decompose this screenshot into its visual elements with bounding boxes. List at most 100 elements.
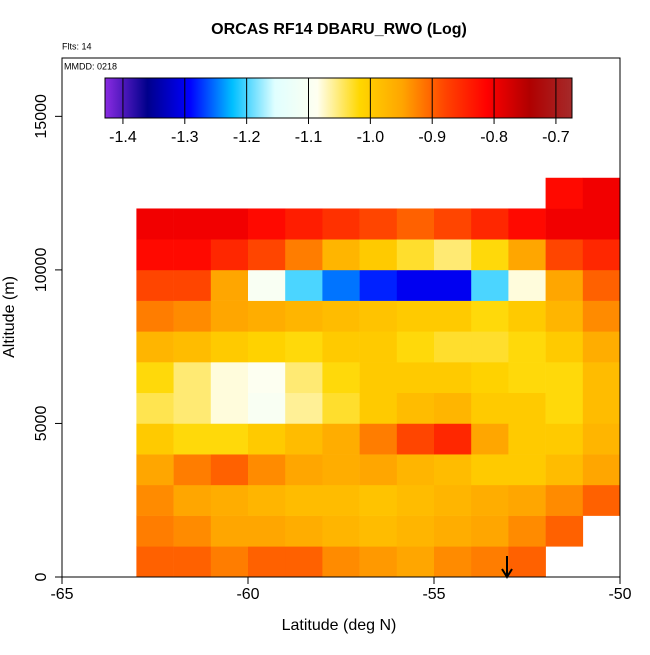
y-tick-label: 0 — [33, 572, 50, 581]
heat-cell — [396, 362, 435, 394]
heat-cell — [285, 392, 323, 424]
heat-cell — [322, 423, 360, 455]
heat-cell — [210, 269, 249, 301]
heat-cell — [582, 362, 621, 394]
heat-cell — [173, 208, 212, 240]
heat-cell — [210, 392, 249, 424]
heat-cell — [210, 300, 249, 332]
heat-cell — [248, 515, 286, 547]
colorbar-tick-label: -1.1 — [295, 129, 323, 146]
colorbar-tick-label: -0.9 — [418, 129, 446, 146]
heat-cell — [508, 362, 546, 394]
heat-cell — [434, 269, 472, 301]
heat-cell — [322, 546, 360, 578]
x-tick-label: -55 — [422, 586, 445, 603]
heat-cell — [173, 454, 212, 486]
heat-cell — [322, 208, 360, 240]
heat-cell — [285, 269, 323, 301]
heat-cell — [285, 515, 323, 547]
colorbar-tick-label: -1.2 — [233, 129, 261, 146]
heat-cell — [136, 515, 174, 547]
heat-cell — [471, 300, 509, 332]
heat-cell — [545, 300, 584, 332]
heat-cell — [545, 484, 584, 516]
heat-cell — [248, 454, 286, 486]
heat-cell — [582, 269, 621, 301]
heat-cell — [396, 392, 435, 424]
heat-cell — [396, 454, 435, 486]
heat-cell — [396, 515, 435, 547]
colorbar-tick-label: -1.3 — [171, 129, 199, 146]
colorbar — [104, 77, 573, 119]
heat-cell — [508, 454, 546, 486]
heat-cell — [359, 331, 398, 363]
heat-cell — [545, 331, 584, 363]
heat-cell — [359, 208, 398, 240]
heat-cell — [508, 300, 546, 332]
heat-cell — [136, 392, 174, 424]
heat-cell — [136, 454, 174, 486]
heat-cell — [508, 269, 546, 301]
annotation: MMDD: 0218 — [64, 61, 117, 71]
heat-cell — [285, 546, 323, 578]
heat-cell — [359, 423, 398, 455]
heat-cell — [434, 546, 472, 578]
y-tick-label: 15000 — [33, 94, 50, 139]
heat-cell — [322, 362, 360, 394]
heat-cell — [248, 208, 286, 240]
heat-cell — [471, 239, 509, 271]
heat-cell — [173, 269, 212, 301]
heat-cell — [545, 454, 584, 486]
heat-cell — [136, 423, 174, 455]
heat-cell — [173, 546, 212, 578]
heat-cell — [396, 546, 435, 578]
heat-cell — [285, 484, 323, 516]
x-tick-label: -65 — [50, 586, 73, 603]
heat-cell — [285, 423, 323, 455]
colorbar-tick-label: -1.4 — [109, 129, 137, 146]
heat-cell — [173, 392, 212, 424]
heat-cell — [173, 331, 212, 363]
colorbar-tick-label: -0.7 — [542, 129, 570, 146]
heat-cell — [508, 208, 546, 240]
heat-cell — [248, 484, 286, 516]
heat-cell — [173, 362, 212, 394]
heat-cell — [471, 331, 509, 363]
heat-cell — [359, 515, 398, 547]
heat-cell — [322, 392, 360, 424]
colorbar-tick-label: -1.0 — [357, 129, 385, 146]
heat-cell — [210, 515, 249, 547]
heat-cell — [471, 454, 509, 486]
y-tick-label: 10000 — [33, 248, 50, 293]
heat-cell — [248, 392, 286, 424]
heat-cell — [136, 300, 174, 332]
heat-cell — [582, 239, 621, 271]
heat-cell — [285, 208, 323, 240]
heat-cell — [210, 239, 249, 271]
chart-title: ORCAS RF14 DBARU_RWO (Log) — [211, 21, 467, 38]
heat-cell — [396, 300, 435, 332]
heat-cell — [359, 300, 398, 332]
heat-cell — [248, 362, 286, 394]
heat-cell — [434, 454, 472, 486]
heat-cell — [173, 239, 212, 271]
x-tick-label: -50 — [608, 586, 631, 603]
heat-cell — [471, 269, 509, 301]
heat-cell — [248, 239, 286, 271]
heat-cell — [285, 362, 323, 394]
heat-cell — [508, 239, 546, 271]
heat-cell — [396, 269, 435, 301]
heat-cell — [173, 484, 212, 516]
heat-cell — [434, 423, 472, 455]
heat-cell — [322, 300, 360, 332]
heat-cell — [545, 423, 584, 455]
heat-cell — [173, 423, 212, 455]
heat-cell — [471, 546, 509, 578]
heat-cell — [434, 484, 472, 516]
heat-cell — [545, 208, 584, 240]
heat-cell — [248, 269, 286, 301]
heat-cell — [545, 177, 584, 209]
heat-cell — [434, 331, 472, 363]
heat-cell — [285, 331, 323, 363]
heat-cell — [434, 208, 472, 240]
